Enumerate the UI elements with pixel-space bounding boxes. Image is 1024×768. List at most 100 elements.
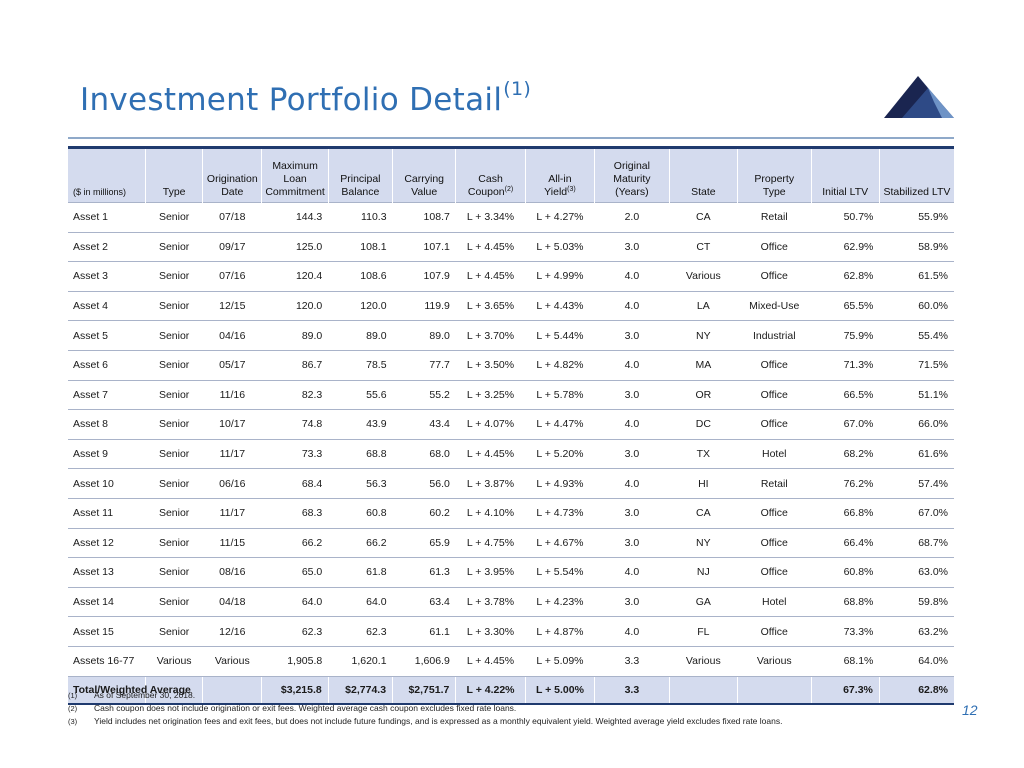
page-title: Investment Portfolio Detail(1)	[80, 78, 531, 118]
original-maturity-cell: 3.0	[594, 528, 670, 559]
origination-date-cell: 11/17	[202, 439, 262, 470]
origination-date-cell: 09/17	[202, 232, 262, 263]
initial-ltv-cell: 68.8%	[811, 587, 880, 618]
total-all-in-yield: L + 5.00%	[524, 675, 595, 705]
max-commitment-cell: 68.3	[261, 498, 329, 529]
principal-balance-cell: 56.3	[328, 468, 393, 499]
loan-type-cell: Senior	[145, 439, 203, 470]
portfolio-table: ($ in millions) Type Origination Date Max…	[68, 146, 954, 705]
all-in-yield-cell: L + 5.44%	[525, 320, 595, 351]
max-commitment-cell: 89.0	[261, 320, 329, 351]
asset-name-cell: Asset 4	[68, 291, 146, 322]
table-row: Asset 7 Senior 11/16 82.3 55.6 55.2 L + 3.25% L…	[68, 380, 954, 411]
state-cell: OR	[669, 380, 738, 411]
state-cell: TX	[669, 439, 738, 470]
asset-name-cell: Asset 13	[68, 557, 146, 588]
origination-date-cell: Various	[202, 646, 262, 677]
col-header-all-in-yield: All-in Yield(3)	[524, 146, 595, 203]
table-row: Asset 14 Senior 04/18 64.0 64.0 63.4 L + 3.78%…	[68, 587, 954, 618]
table-row: Asset 8 Senior 10/17 74.8 43.9 43.4 L + 4.07% L…	[68, 409, 954, 440]
all-in-yield-cell: L + 4.93%	[525, 468, 595, 499]
initial-ltv-cell: 68.2%	[811, 439, 880, 470]
table-row: Asset 1 Senior 07/18 144.3 110.3 108.7 L + 3.3…	[68, 202, 954, 233]
hl: Value	[411, 186, 438, 198]
original-maturity-cell: 3.0	[594, 439, 670, 470]
loan-type-cell: Senior	[145, 587, 203, 618]
stabilized-ltv-cell: 57.4%	[879, 468, 954, 499]
carrying-value-cell: 119.9	[392, 291, 456, 322]
original-maturity-cell: 4.0	[594, 409, 670, 440]
loan-type-cell: Senior	[145, 261, 203, 292]
max-commitment-cell: 120.4	[261, 261, 329, 292]
title-footnote-marker: (1)	[503, 78, 532, 100]
max-commitment-cell: 144.3	[261, 202, 329, 233]
cash-coupon-cell: L + 4.45%	[455, 646, 526, 677]
state-cell: CT	[669, 232, 738, 263]
mountain-logo-icon	[884, 76, 954, 118]
max-commitment-cell: 125.0	[261, 232, 329, 263]
original-maturity-cell: 3.0	[594, 380, 670, 411]
table-row: Asset 15 Senior 12/16 62.3 62.3 61.1 L + 3.30%…	[68, 616, 954, 647]
asset-name-cell: Asset 6	[68, 350, 146, 381]
stabilized-ltv-cell: 59.8%	[879, 587, 954, 618]
original-maturity-cell: 4.0	[594, 557, 670, 588]
portfolio-table-container: ($ in millions) Type Origination Date Max…	[68, 146, 954, 705]
origination-date-cell: 11/16	[202, 380, 262, 411]
total-principal-balance: $2,774.3	[327, 675, 393, 705]
max-commitment-cell: 120.0	[261, 291, 329, 322]
property-type-cell: Retail	[737, 202, 811, 233]
property-type-cell: Office	[737, 232, 811, 263]
stabilized-ltv-cell: 68.7%	[879, 528, 954, 559]
footnotes: (1) As of September 30, 2018. (2) Cash cou…	[68, 689, 948, 728]
col-header-carrying: Carrying Value	[392, 146, 456, 203]
max-commitment-cell: 1,905.8	[261, 646, 329, 677]
max-commitment-cell: 86.7	[261, 350, 329, 381]
loan-type-cell: Senior	[145, 468, 203, 499]
hl: Original	[613, 160, 650, 172]
page-number: 12	[962, 702, 978, 718]
col-header-units: ($ in millions)	[68, 146, 146, 203]
original-maturity-cell: 4.0	[594, 261, 670, 292]
cash-coupon-cell: L + 4.45%	[455, 439, 526, 470]
asset-name-cell: Asset 2	[68, 232, 146, 263]
property-type-cell: Industrial	[737, 320, 811, 351]
loan-type-cell: Senior	[145, 557, 203, 588]
original-maturity-cell: 2.0	[594, 202, 670, 233]
table-row: Assets 16-77 Various Various 1,905.8 1,620.1…	[68, 646, 954, 677]
principal-balance-cell: 68.8	[328, 439, 393, 470]
hl: Maximum	[272, 160, 318, 172]
cash-coupon-cell: L + 3.65%	[455, 291, 526, 322]
original-maturity-cell: 3.0	[594, 232, 670, 263]
max-commitment-cell: 65.0	[261, 557, 329, 588]
asset-name-cell: Asset 3	[68, 261, 146, 292]
state-cell: GA	[669, 587, 738, 618]
property-type-cell: Office	[737, 380, 811, 411]
all-in-yield-cell: L + 4.23%	[525, 587, 595, 618]
property-type-cell: Office	[737, 350, 811, 381]
asset-name-cell: Asset 5	[68, 320, 146, 351]
stabilized-ltv-label: Stabilized LTV	[883, 186, 951, 198]
property-type-cell: Office	[737, 528, 811, 559]
principal-balance-cell: 55.6	[328, 380, 393, 411]
stabilized-ltv-cell: 63.2%	[879, 616, 954, 647]
hl: Commitment	[265, 186, 325, 198]
property-type-cell: Office	[737, 616, 811, 647]
table-row: Asset 3 Senior 07/16 120.4 108.6 107.9 L + 4.4…	[68, 261, 954, 292]
initial-ltv-cell: 62.9%	[811, 232, 880, 263]
origination-date-cell: 08/16	[202, 557, 262, 588]
principal-balance-cell: 60.8	[328, 498, 393, 529]
asset-name-cell: Asset 9	[68, 439, 146, 470]
principal-balance-cell: 66.2	[328, 528, 393, 559]
stabilized-ltv-cell: 61.6%	[879, 439, 954, 470]
principal-balance-cell: 110.3	[328, 202, 393, 233]
table-row: Asset 11 Senior 11/17 68.3 60.8 60.2 L + 4.10%…	[68, 498, 954, 529]
loan-type-cell: Senior	[145, 380, 203, 411]
origination-date-cell: 11/15	[202, 528, 262, 559]
table-row: Asset 10 Senior 06/16 68.4 56.3 56.0 L + 3.87%…	[68, 468, 954, 499]
state-cell: NY	[669, 320, 738, 351]
hl: Balance	[341, 186, 380, 198]
col-header-initial-ltv: Initial LTV	[810, 146, 880, 203]
carrying-value-cell: 89.0	[392, 320, 456, 351]
state-cell: LA	[669, 291, 738, 322]
hl: Principal	[340, 173, 381, 185]
